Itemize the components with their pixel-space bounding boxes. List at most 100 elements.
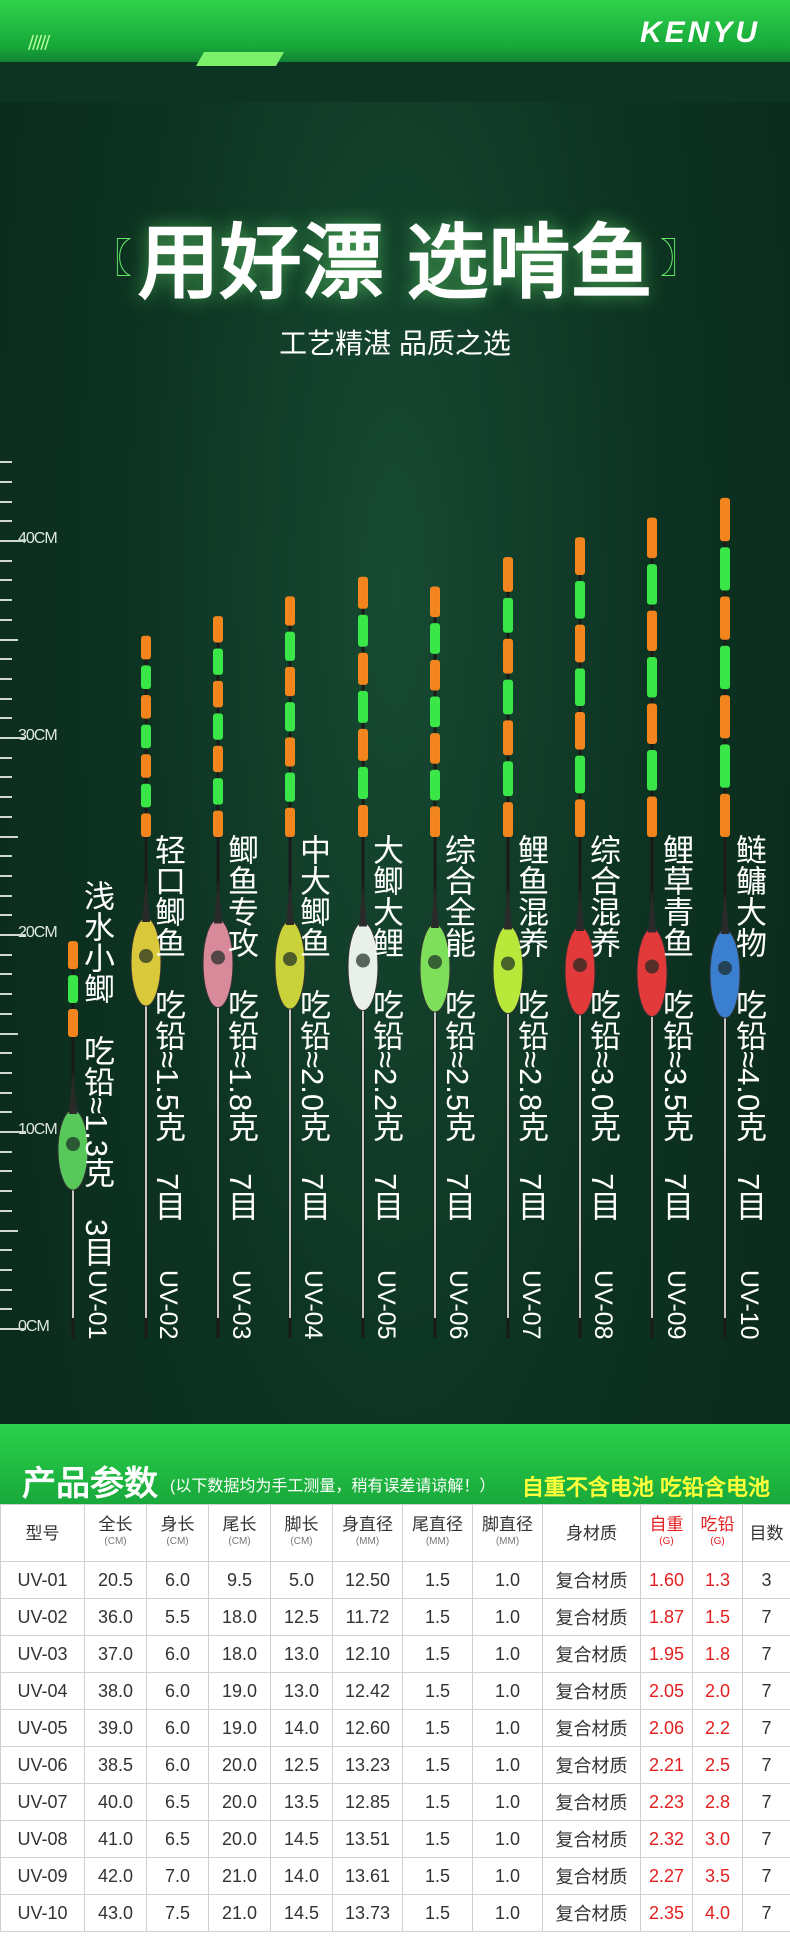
float-eye-segment [285, 596, 295, 626]
ruler-tick [0, 658, 12, 661]
table-cell: 43.0 [84, 1894, 147, 1932]
ruler-label-20: 20CM [18, 924, 58, 941]
column-header: 身长 (CM) [146, 1504, 209, 1562]
table-cell: 1.0 [472, 1635, 543, 1673]
float-logo-icon [718, 961, 732, 975]
float-eye-segment [358, 690, 368, 723]
ruler-tick [0, 579, 12, 582]
table-row: UV-04 38.0 6.0 19.0 13.0 12.42 1.5 1.0 复合材质 2.05 2… [0, 1672, 790, 1710]
float-model-uv-07: UV-07 [517, 1270, 545, 1340]
float-desc: 鲢鳙大物 [731, 834, 766, 958]
table-cell: 20.0 [208, 1820, 271, 1858]
float-eye-segment [141, 813, 151, 837]
float-lead: 吃铅≈2.5克 [440, 989, 475, 1143]
float-model-uv-01: UV-01 [83, 1270, 111, 1340]
table-cell: 11.72 [332, 1598, 403, 1636]
ruler-tick [0, 1131, 26, 1133]
table-cell: 18.0 [208, 1598, 271, 1636]
float-eye-segment [141, 724, 151, 749]
ruler-tick [0, 855, 12, 858]
float-eye-segment [430, 659, 440, 691]
table-cell: 4.0 [692, 1894, 743, 1932]
float-lead: 吃铅≈2.8克 [513, 989, 548, 1143]
table-cell: 1.0 [472, 1746, 543, 1784]
ruler-tick [0, 540, 26, 542]
table-cell: 13.0 [270, 1672, 333, 1710]
float-eye-segment [503, 557, 513, 592]
table-cell: 1.5 [402, 1561, 473, 1599]
float-eye-segment [430, 733, 440, 764]
ruler-tick [0, 934, 26, 936]
table-cell: 20.0 [208, 1746, 271, 1784]
float-eye-segment [647, 517, 657, 559]
float-eye-segment [285, 772, 295, 802]
table-cell: 1.0 [472, 1672, 543, 1710]
float-eye-segment [720, 596, 730, 640]
table-cell: 14.5 [270, 1820, 333, 1858]
column-header: 自重 (G) [640, 1504, 693, 1562]
table-cell: 7 [742, 1783, 790, 1821]
table-cell: 1.60 [640, 1561, 693, 1599]
table-cell: UV-09 [0, 1857, 85, 1895]
table-cell: 19.0 [208, 1709, 271, 1747]
table-cell: 1.5 [402, 1783, 473, 1821]
table-cell: 复合材质 [542, 1561, 641, 1599]
float-eye-segment [68, 941, 78, 970]
ruler-tick [0, 1091, 12, 1094]
float-eye-segment [647, 564, 657, 605]
float-eye-segment [647, 750, 657, 791]
table-cell: 38.5 [84, 1746, 147, 1784]
table-cell: 复合材质 [542, 1709, 641, 1747]
table-cell: 13.0 [270, 1635, 333, 1673]
params-body: UV-01 20.5 6.0 9.5 5.0 12.50 1.5 1.0 复合材质 1.60 1.3… [0, 1561, 790, 1932]
table-cell: UV-07 [0, 1783, 85, 1821]
float-eye-segment [647, 703, 657, 745]
table-cell: 21.0 [208, 1857, 271, 1895]
ruler-tick [0, 1249, 12, 1252]
table-cell: 1.0 [472, 1783, 543, 1821]
table-cell: 2.32 [640, 1820, 693, 1858]
table-cell: UV-10 [0, 1894, 85, 1932]
table-row: UV-05 39.0 6.0 19.0 14.0 12.60 1.5 1.0 复合材质 2.06 2… [0, 1709, 790, 1747]
table-cell: 2.5 [692, 1746, 743, 1784]
top-banner-shade [0, 62, 790, 102]
table-cell: 13.61 [332, 1857, 403, 1895]
left-bracket-icon: 〖 [92, 236, 132, 282]
table-cell: 7.0 [146, 1857, 209, 1895]
ruler-tick [0, 1268, 12, 1271]
ruler-label-40: 40CM [18, 530, 58, 547]
table-cell: 3.5 [692, 1857, 743, 1895]
float-neck [648, 888, 656, 933]
column-header: 身材质 [542, 1504, 641, 1562]
float-eye-segment [575, 755, 585, 794]
table-cell: 20.0 [208, 1783, 271, 1821]
ruler-tick [0, 1071, 12, 1074]
float-logo-icon [501, 956, 515, 971]
table-cell: 复合材质 [542, 1598, 641, 1636]
page-title: 用好漂 选啃鱼 [137, 218, 653, 309]
table-cell: 6.0 [146, 1746, 209, 1784]
table-cell: 41.0 [84, 1820, 147, 1858]
float-eye-segment [503, 761, 513, 797]
float-lead: 吃铅≈2.2克 [368, 989, 403, 1143]
table-cell: 12.5 [270, 1746, 333, 1784]
table-cell: 2.21 [640, 1746, 693, 1784]
column-header: 型号 [0, 1504, 85, 1562]
float-desc: 综合全能 [440, 834, 475, 958]
float-eye-segment [430, 586, 440, 618]
table-cell: 6.5 [146, 1783, 209, 1821]
table-cell: 39.0 [84, 1709, 147, 1747]
table-cell: 7 [742, 1820, 790, 1858]
table-cell: 1.5 [402, 1635, 473, 1673]
table-cell: 40.0 [84, 1783, 147, 1821]
float-eye-segment [430, 806, 440, 837]
float-desc: 浅水小鲫 [79, 880, 114, 1004]
float-label-uv-03: 鲫鱼专攻 吃铅≈1.8克 7目 [223, 834, 258, 1221]
ruler-tick [0, 1328, 26, 1330]
float-eye-segment [213, 810, 223, 837]
float-eye-segment [213, 713, 223, 740]
float-eye-segment [503, 638, 513, 674]
float-label-uv-08: 综合混养 吃铅≈3.0克 7目 [585, 834, 620, 1221]
float-neck [214, 879, 222, 924]
